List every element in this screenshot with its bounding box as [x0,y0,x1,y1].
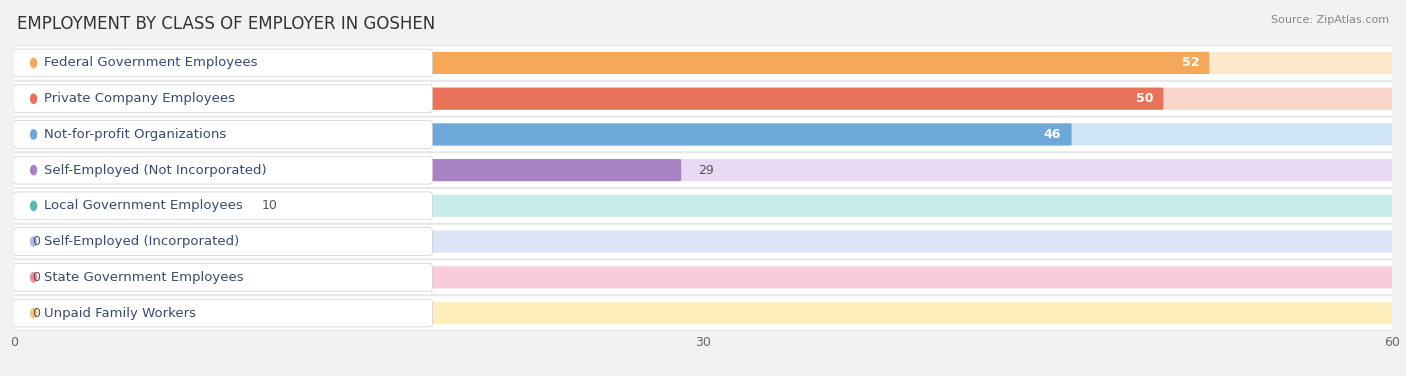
FancyBboxPatch shape [13,266,1393,288]
Text: 0: 0 [32,235,41,248]
Circle shape [31,201,37,211]
Text: 50: 50 [1136,92,1153,105]
FancyBboxPatch shape [4,150,1402,190]
Circle shape [31,308,37,318]
FancyBboxPatch shape [14,263,433,291]
Text: Not-for-profit Organizations: Not-for-profit Organizations [44,128,226,141]
Text: State Government Employees: State Government Employees [44,271,243,284]
FancyBboxPatch shape [10,296,1396,330]
FancyBboxPatch shape [10,118,1396,151]
FancyBboxPatch shape [13,52,1393,74]
FancyBboxPatch shape [13,88,1163,110]
Text: 10: 10 [262,199,278,212]
FancyBboxPatch shape [13,123,1393,146]
FancyBboxPatch shape [13,159,681,181]
FancyBboxPatch shape [4,43,1402,83]
FancyBboxPatch shape [4,79,1402,119]
Text: 29: 29 [699,164,714,177]
FancyBboxPatch shape [14,192,433,220]
FancyBboxPatch shape [13,195,245,217]
FancyBboxPatch shape [10,261,1396,294]
FancyBboxPatch shape [13,52,1209,74]
FancyBboxPatch shape [4,293,1402,333]
FancyBboxPatch shape [4,221,1402,262]
Text: Federal Government Employees: Federal Government Employees [44,56,257,70]
Text: 0: 0 [32,306,41,320]
Text: Self-Employed (Incorporated): Self-Employed (Incorporated) [44,235,239,248]
Text: 46: 46 [1043,128,1062,141]
Text: Self-Employed (Not Incorporated): Self-Employed (Not Incorporated) [44,164,267,177]
FancyBboxPatch shape [14,49,433,77]
Text: 0: 0 [32,271,41,284]
Circle shape [31,58,37,68]
Text: Private Company Employees: Private Company Employees [44,92,235,105]
FancyBboxPatch shape [13,230,1393,253]
FancyBboxPatch shape [13,88,1393,110]
FancyBboxPatch shape [10,153,1396,187]
FancyBboxPatch shape [4,257,1402,297]
Circle shape [31,273,37,282]
FancyBboxPatch shape [10,189,1396,223]
Text: 52: 52 [1181,56,1199,70]
Circle shape [31,94,37,103]
FancyBboxPatch shape [14,299,433,327]
FancyBboxPatch shape [14,227,433,256]
FancyBboxPatch shape [10,46,1396,80]
FancyBboxPatch shape [4,186,1402,226]
FancyBboxPatch shape [13,159,1393,181]
FancyBboxPatch shape [14,85,433,113]
Text: Unpaid Family Workers: Unpaid Family Workers [44,306,195,320]
FancyBboxPatch shape [14,120,433,149]
FancyBboxPatch shape [10,82,1396,115]
Text: Local Government Employees: Local Government Employees [44,199,243,212]
FancyBboxPatch shape [13,302,1393,324]
FancyBboxPatch shape [13,123,1071,146]
Circle shape [31,130,37,139]
Text: EMPLOYMENT BY CLASS OF EMPLOYER IN GOSHEN: EMPLOYMENT BY CLASS OF EMPLOYER IN GOSHE… [17,15,434,33]
FancyBboxPatch shape [4,114,1402,155]
FancyBboxPatch shape [10,225,1396,258]
Circle shape [31,165,37,175]
Circle shape [31,237,37,246]
Text: Source: ZipAtlas.com: Source: ZipAtlas.com [1271,15,1389,25]
FancyBboxPatch shape [13,195,1393,217]
FancyBboxPatch shape [14,156,433,184]
